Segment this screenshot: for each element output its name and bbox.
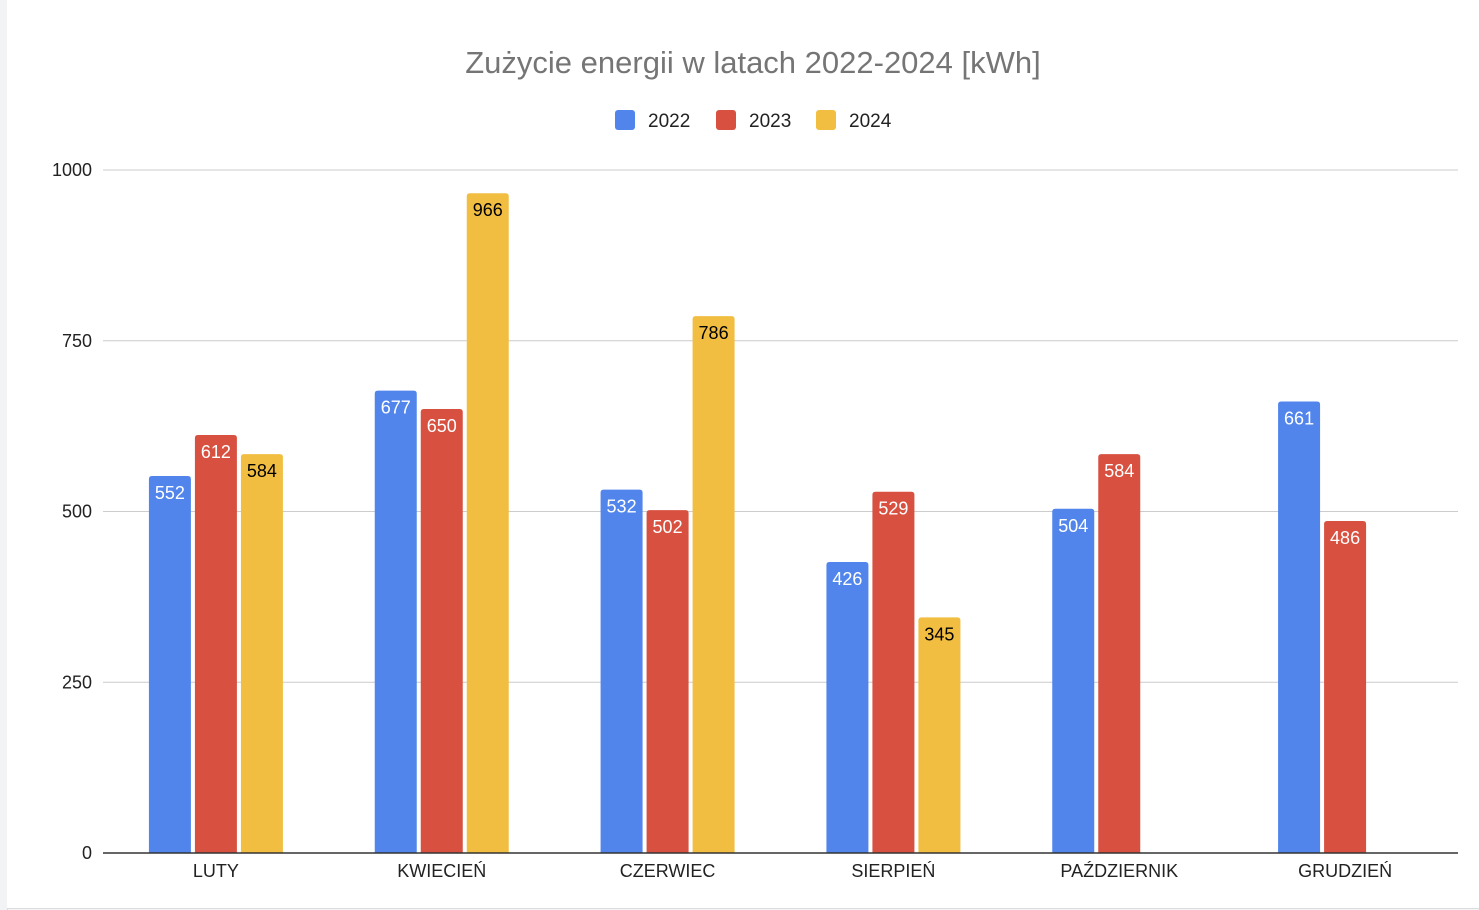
data-labels: 552 612 584 677 650 966 532 502 786 426 529 345 504 5… (155, 200, 1360, 644)
data-label: 612 (201, 442, 231, 462)
x-tick-label: GRUDZIEŃ (1298, 861, 1392, 881)
data-label: 529 (878, 499, 908, 519)
chart-title: Zużycie energii w latach 2022-2024 [kWh] (465, 45, 1041, 80)
data-label: 532 (607, 497, 637, 517)
bar-2023-2[interactable] (646, 510, 689, 853)
data-label: 426 (832, 569, 862, 589)
bar-2023-3[interactable] (872, 491, 915, 853)
x-tick-label: CZERWIEC (620, 861, 716, 881)
bar-2022-0[interactable] (148, 475, 191, 853)
data-label: 786 (699, 323, 729, 343)
bar-2024-2[interactable] (692, 316, 735, 853)
y-tick-label: 0 (82, 843, 92, 863)
bar-2023-1[interactable] (420, 409, 463, 853)
y-tick-label: 250 (62, 672, 92, 692)
data-label: 486 (1330, 528, 1360, 548)
legend-label: 2024 (849, 111, 892, 132)
bar-2023-4[interactable] (1098, 454, 1141, 853)
data-label: 650 (427, 416, 457, 436)
data-label: 345 (924, 624, 954, 644)
data-label: 677 (381, 398, 411, 418)
legend-item-2024[interactable]: 2024 (816, 110, 892, 132)
legend-swatch (615, 110, 635, 130)
bar-2024-0[interactable] (240, 454, 283, 853)
bar-2024-1[interactable] (466, 193, 509, 854)
data-label: 661 (1284, 409, 1314, 429)
bar-2023-0[interactable] (194, 435, 237, 853)
bar-2022-4[interactable] (1052, 508, 1095, 853)
legend-label: 2023 (749, 111, 791, 132)
data-label: 966 (473, 200, 503, 220)
gridlines (103, 169, 1458, 683)
x-tick-label: KWIECIEŃ (397, 861, 486, 881)
x-tick-label: SIERPIEŃ (851, 861, 935, 881)
y-axis: 0 250 500 750 1000 (52, 160, 92, 863)
x-tick-label: LUTY (193, 861, 239, 881)
y-tick-label: 500 (62, 502, 92, 522)
y-tick-label: 1000 (52, 160, 92, 180)
bar-2024-3[interactable] (918, 617, 961, 853)
legend-label: 2022 (648, 111, 690, 132)
bar-2022-5[interactable] (1278, 401, 1321, 853)
legend-item-2022[interactable]: 2022 (615, 110, 690, 132)
bar-2023-5[interactable] (1324, 521, 1367, 853)
data-label: 504 (1058, 516, 1088, 536)
legend: 2022 2023 2024 (615, 110, 892, 132)
data-label: 584 (247, 461, 277, 481)
x-axis: LUTY KWIECIEŃ CZERWIEC SIERPIEŃ PAŹDZIERNIK G… (193, 861, 1392, 881)
legend-item-2023[interactable]: 2023 (716, 110, 791, 132)
legend-swatch (816, 110, 836, 130)
data-label: 584 (1104, 461, 1134, 481)
bar-2022-2[interactable] (600, 489, 643, 853)
bar-2022-3[interactable] (826, 562, 869, 853)
legend-swatch (716, 110, 736, 130)
bar-2022-1[interactable] (374, 390, 417, 853)
x-tick-label: PAŹDZIERNIK (1060, 861, 1178, 881)
data-label: 502 (653, 517, 683, 537)
bars (103, 193, 1458, 854)
data-label: 552 (155, 483, 185, 503)
y-tick-label: 750 (62, 331, 92, 351)
